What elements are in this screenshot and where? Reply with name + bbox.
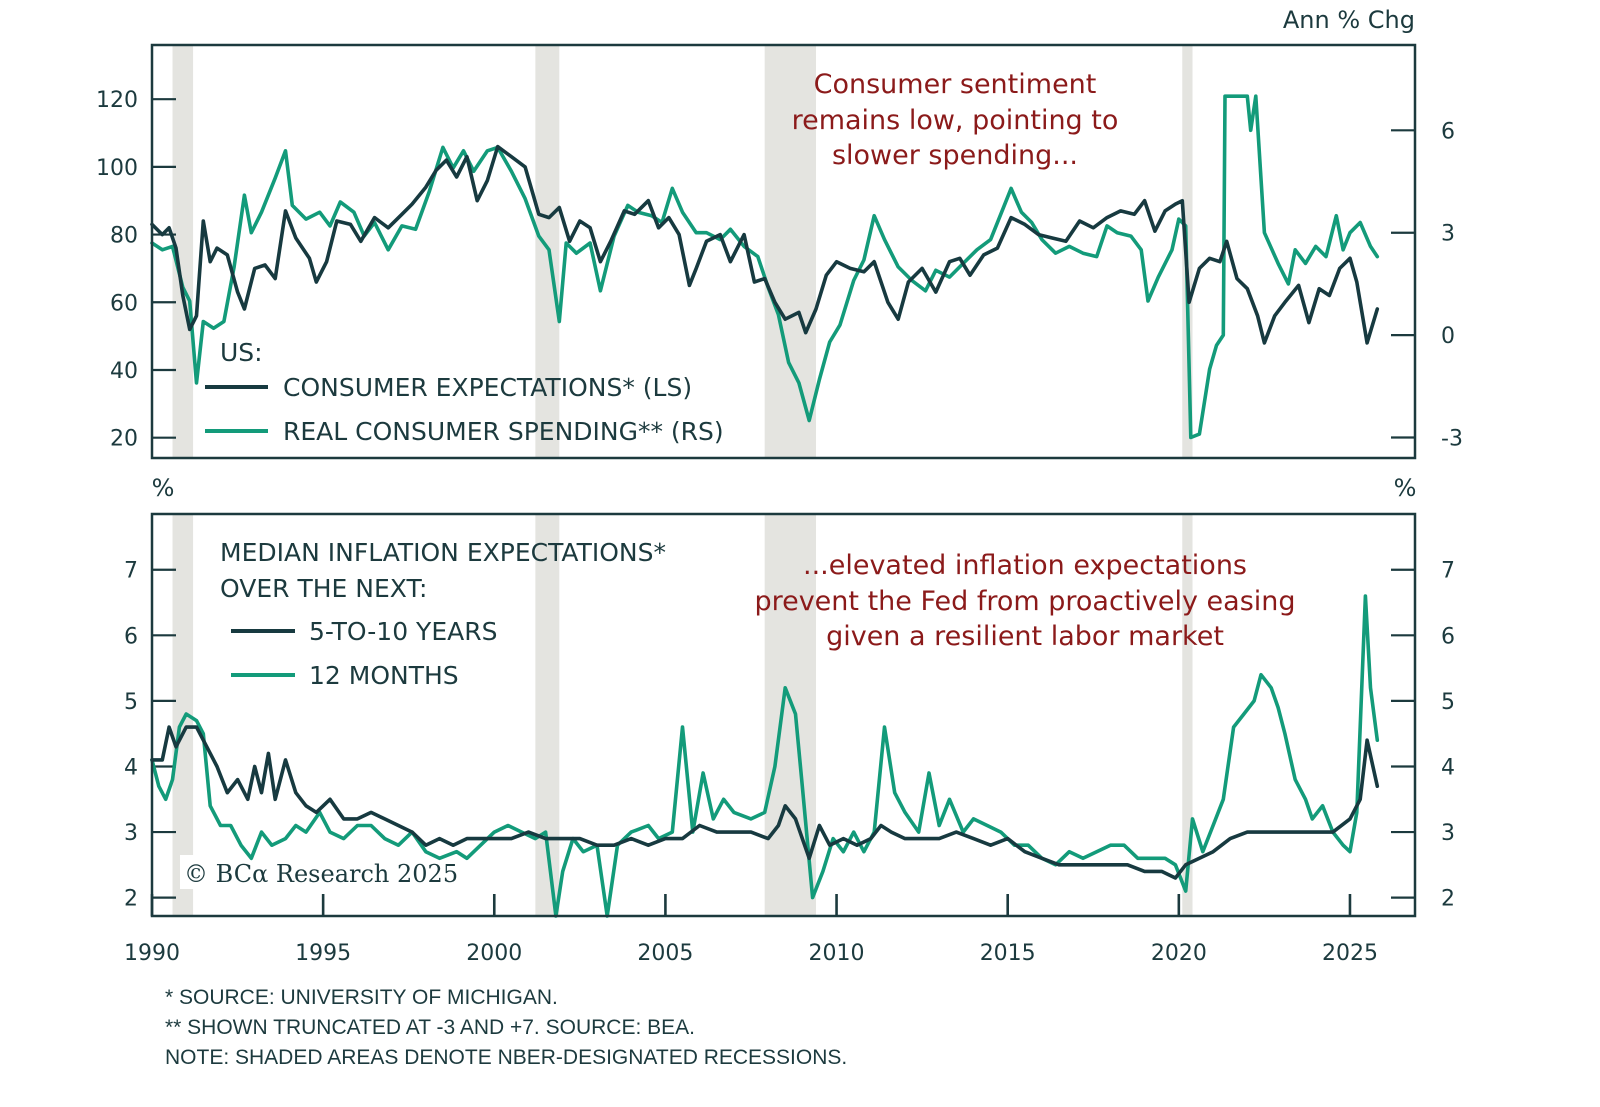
series-line-real-consumer-spending-rs — [150, 94, 1380, 440]
top-legend: US: CONSUMER EXPECTATIONS* (LS) REAL CON… — [205, 338, 724, 446]
bottom-left-axis: 2 3 4 5 6 7 — [124, 559, 176, 912]
recession-band — [764, 45, 817, 458]
top-right-unit-label: Ann % Chg — [1283, 6, 1415, 34]
bottom-plot-frame — [150, 512, 1417, 918]
bottom-left-axis-tick-label: 3 — [124, 821, 138, 846]
bottom-right-axis: 2 3 4 5 6 7 — [1391, 559, 1455, 912]
bottom-legend: MEDIAN INFLATION EXPECTATIONS* OVER THE … — [220, 538, 666, 690]
bottom-legend-title-line-2: OVER THE NEXT: — [220, 574, 427, 603]
top-left-axis-tick-label: 120 — [96, 88, 138, 113]
bottom-left-axis-tick-label: 2 — [124, 887, 138, 912]
bottom-annotation-line-3: given a resilient labor market — [826, 621, 1224, 652]
legend-label-5-to-10-years: 5-TO-10 YEARS — [309, 617, 497, 646]
recession-band — [172, 514, 194, 916]
bottom-left-axis-tick-label: 4 — [124, 755, 138, 780]
x-axis-tick-label: 2025 — [1322, 941, 1378, 966]
x-axis: 1990 1995 2000 2005 2010 2015 2020 2025 — [124, 894, 1378, 966]
legend-label-12-months: 12 MONTHS — [309, 661, 459, 690]
x-axis-tick-label: 1995 — [295, 941, 351, 966]
footnote-truncation: ** SHOWN TRUNCATED AT -3 AND +7. SOURCE:… — [165, 1016, 695, 1039]
bottom-annotation-line-2: prevent the Fed from proactively easing — [754, 586, 1295, 617]
bottom-annotation-line-1: ...elevated inflation expectations — [803, 550, 1247, 581]
top-left-axis-tick-label: 80 — [110, 224, 138, 249]
bottom-right-axis-tick-label: 7 — [1441, 559, 1455, 584]
copyright-background — [180, 855, 462, 889]
x-axis-tick-label: 2015 — [980, 941, 1036, 966]
copyright-label: © BCα Research 2025 — [184, 860, 458, 888]
recession-band — [1182, 514, 1193, 916]
top-panel: 20 40 60 80 100 120 -3 0 3 6 Ann % Chg Consumer … — [96, 6, 1463, 460]
x-axis-tick-label: 1990 — [124, 941, 180, 966]
bottom-right-unit-label: % — [1394, 474, 1417, 502]
top-left-axis: 20 40 60 80 100 120 — [96, 88, 176, 452]
top-annotation-line-3: slower spending... — [832, 140, 1078, 171]
top-series-lines — [150, 94, 1380, 440]
x-axis-tick-label: 2020 — [1151, 941, 1207, 966]
series-line-consumer-expectations-ls — [150, 144, 1380, 345]
bottom-series-lines — [150, 594, 1380, 918]
recession-band — [172, 45, 194, 458]
bottom-left-axis-tick-label: 7 — [124, 559, 138, 584]
bottom-legend-title-line-1: MEDIAN INFLATION EXPECTATIONS* — [220, 538, 666, 567]
bottom-left-axis-tick-label: 5 — [124, 690, 138, 715]
x-axis-tick-label: 2010 — [809, 941, 865, 966]
top-right-axis: -3 0 3 6 — [1391, 119, 1463, 452]
bottom-right-axis-tick-label: 2 — [1441, 887, 1455, 912]
bottom-left-unit-label: % — [152, 474, 175, 502]
footnote-recessions: NOTE: SHADED AREAS DENOTE NBER-DESIGNATE… — [165, 1046, 847, 1069]
top-right-axis-tick-label: 3 — [1441, 222, 1455, 247]
footnote-source: * SOURCE: UNIVERSITY OF MICHIGAN. — [165, 986, 558, 1009]
recession-band — [535, 514, 560, 916]
bottom-recession-shading — [172, 514, 1193, 916]
top-left-axis-tick-label: 20 — [110, 427, 138, 452]
top-left-axis-tick-label: 60 — [110, 291, 138, 316]
top-plot-frame — [150, 43, 1417, 460]
recession-band — [535, 45, 560, 458]
legend-label-consumer-expectations: CONSUMER EXPECTATIONS* (LS) — [283, 373, 692, 402]
x-axis-tick-label: 2000 — [466, 941, 522, 966]
series-line-12-months — [150, 594, 1380, 918]
top-left-axis-tick-label: 100 — [96, 156, 138, 181]
bottom-left-axis-tick-label: 6 — [124, 624, 138, 649]
bottom-right-axis-tick-label: 5 — [1441, 690, 1455, 715]
top-legend-title: US: — [220, 338, 263, 367]
top-right-axis-tick-label: 0 — [1441, 324, 1455, 349]
top-right-axis-tick-label: 6 — [1441, 119, 1455, 144]
series-line-5-to-10-years — [150, 725, 1380, 880]
top-right-axis-tick-label: -3 — [1441, 427, 1463, 452]
bottom-right-axis-tick-label: 3 — [1441, 821, 1455, 846]
bottom-right-axis-tick-label: 6 — [1441, 624, 1455, 649]
bottom-panel: 2 3 4 5 6 7 2 3 4 5 6 7 1990 1995 2000 2005 2010 2015 20… — [124, 512, 1455, 966]
x-axis-tick-label: 2005 — [637, 941, 693, 966]
bottom-right-axis-tick-label: 4 — [1441, 755, 1455, 780]
top-left-axis-tick-label: 40 — [110, 359, 138, 384]
top-annotation-line-2: remains low, pointing to — [792, 105, 1119, 136]
legend-label-real-consumer-spending: REAL CONSUMER SPENDING** (RS) — [283, 417, 724, 446]
top-annotation-line-1: Consumer sentiment — [814, 69, 1097, 100]
